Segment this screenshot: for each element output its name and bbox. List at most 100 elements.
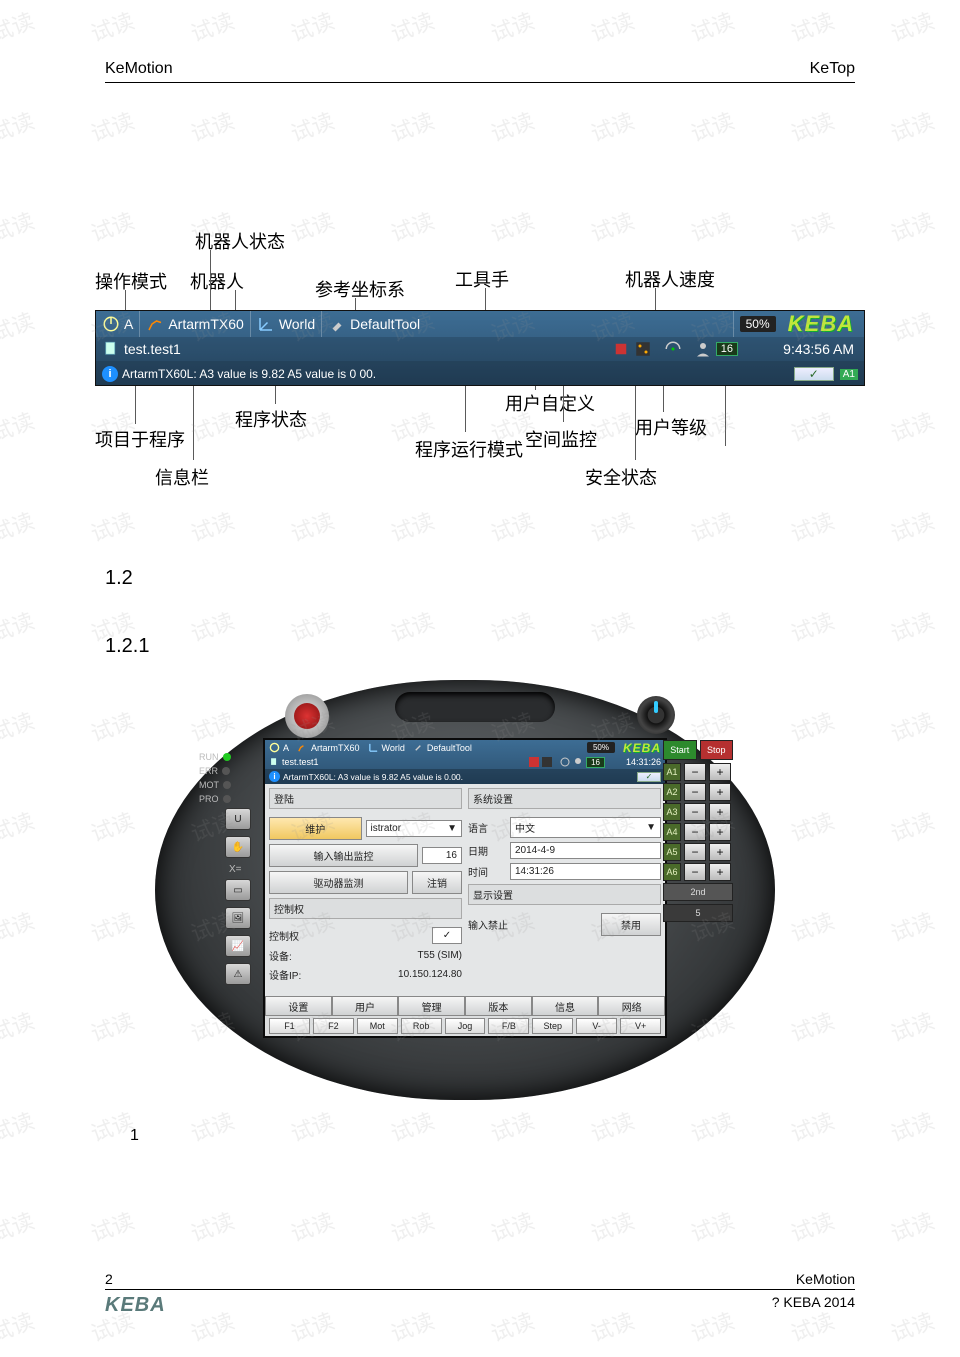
five-button[interactable]: 5 <box>663 904 733 922</box>
user-level-cell[interactable]: 16 <box>688 337 744 361</box>
watermark: 试读 <box>886 1203 938 1248</box>
tab-manage[interactable]: 管理 <box>398 996 465 1016</box>
watermark: 试读 <box>486 503 538 548</box>
watermark: 试读 <box>486 1103 538 1148</box>
robot-name-cell[interactable]: ArtarmTX60 <box>140 311 249 337</box>
inputlock-button[interactable]: 禁用 <box>601 913 661 936</box>
watermark: 试读 <box>786 1103 838 1148</box>
logout-button[interactable]: 注销 <box>412 871 462 894</box>
maint-button[interactable]: 维护 <box>269 817 362 840</box>
watermark: 试读 <box>0 703 38 748</box>
fkey-rob[interactable]: Rob <box>401 1018 442 1034</box>
project-cell[interactable]: test.test1 <box>96 337 187 361</box>
watermark: 试读 <box>586 503 638 548</box>
date-label: 日期 <box>468 843 506 858</box>
axis-a6-plus[interactable]: + <box>709 863 731 881</box>
ctrl-label: 控制权 <box>269 928 428 943</box>
watermark: 试读 <box>286 103 338 148</box>
drive-monitor-button[interactable]: 驱动器监测 <box>269 871 408 894</box>
watermark: 试读 <box>186 3 238 48</box>
axes-icon <box>368 742 379 753</box>
fkey-vminus[interactable]: V- <box>576 1018 617 1034</box>
stop-button[interactable]: Stop <box>700 740 734 760</box>
fkey-fb[interactable]: F/B <box>488 1018 529 1034</box>
axis-a3-minus[interactable]: − <box>684 803 706 821</box>
figure-annotated-header: 操作模式 机器人状态 机器人 参考坐标系 工具手 机器人速度 A ArtarmT… <box>95 220 865 476</box>
fkey-step[interactable]: Step <box>532 1018 573 1034</box>
ctrl-checkbox[interactable]: ✓ <box>432 927 462 944</box>
axis-a1-plus[interactable]: + <box>709 763 731 781</box>
annot-user-def: 用户自定义 <box>505 390 595 416</box>
watermark: 试读 <box>886 103 938 148</box>
hardkey-u[interactable]: U <box>225 808 251 830</box>
axis-a2-minus[interactable]: − <box>684 783 706 801</box>
hardkey-rect[interactable]: ▭ <box>225 879 251 901</box>
s-project: test.test1 <box>282 757 319 767</box>
tab-info[interactable]: 信息 <box>532 996 599 1016</box>
axis-a1-minus[interactable]: − <box>684 763 706 781</box>
fkey-mot[interactable]: Mot <box>357 1018 398 1034</box>
emergency-stop-button[interactable] <box>285 694 329 738</box>
watermark: 试读 <box>0 1203 38 1248</box>
header-right: KeTop <box>810 60 855 78</box>
panel-ctrl-title: 控制权 <box>269 898 462 919</box>
panel-login-title: 登陆 <box>269 788 462 809</box>
user-dropdown[interactable]: istrator▼ <box>366 820 463 837</box>
tab-network[interactable]: 网络 <box>598 996 665 1016</box>
axis-a4-minus[interactable]: − <box>684 823 706 841</box>
start-button[interactable]: Start <box>663 740 697 760</box>
fkey-jog[interactable]: Jog <box>445 1018 486 1034</box>
info-row[interactable]: i ArtarmTX60L: A3 value is 9.82 A5 value… <box>96 361 744 386</box>
led-err-label: ERR <box>199 766 218 776</box>
speed-cell[interactable]: 50% <box>734 311 782 337</box>
fkey-f1[interactable]: F1 <box>269 1018 310 1034</box>
watermark: 试读 <box>886 603 938 648</box>
watermark: 试读 <box>86 3 138 48</box>
annotations-bottom: 项目于程序 程序状态 程序运行模式 用户自定义 空间监控 用户等级 信息栏 安全… <box>95 386 865 476</box>
info-icon: i <box>269 771 280 782</box>
info-icon: i <box>102 366 118 382</box>
watermark: 试读 <box>286 1103 338 1148</box>
axis-a6-minus[interactable]: − <box>684 863 706 881</box>
fkey-f2[interactable]: F2 <box>313 1018 354 1034</box>
mode-selector-dial[interactable] <box>637 696 675 734</box>
safety-cell[interactable]: ✓ A1 <box>744 361 864 386</box>
fkey-vplus[interactable]: V+ <box>620 1018 661 1034</box>
io-monitor-button[interactable]: 输入输出监控 <box>269 844 418 867</box>
frame-cell[interactable]: World <box>251 311 321 337</box>
brand-cell: KEBA <box>782 311 864 337</box>
axis-a4-plus[interactable]: + <box>709 823 731 841</box>
footer-copyright: ? KEBA 2014 <box>772 1294 855 1317</box>
tab-settings[interactable]: 设置 <box>265 996 332 1016</box>
watermark: 试读 <box>786 703 838 748</box>
tab-version[interactable]: 版本 <box>465 996 532 1016</box>
hardkey-img[interactable]: 🖼 <box>225 907 251 929</box>
axis-a3-plus[interactable]: + <box>709 803 731 821</box>
time-field[interactable]: 14:31:26 <box>510 863 661 880</box>
annot-ref-frame: 参考坐标系 <box>315 276 405 302</box>
led-pro <box>223 795 231 803</box>
right-hardware-strip: Start Stop A1−+ A2−+ A3−+ A4−+ A5−+ A6−+… <box>663 740 733 1040</box>
keba-brand-logo: KEBA <box>788 311 854 337</box>
tab-user[interactable]: 用户 <box>332 996 399 1016</box>
axis-a5-plus[interactable]: + <box>709 843 731 861</box>
second-button[interactable]: 2nd <box>663 883 733 901</box>
lang-label: 语言 <box>468 820 506 835</box>
space-monitor-cell[interactable] <box>658 337 688 361</box>
led-mot-label: MOT <box>199 780 219 790</box>
axis-a5-minus[interactable]: − <box>684 843 706 861</box>
lang-value: 中文 <box>515 820 535 835</box>
hardkey-warn[interactable]: ⚠ <box>225 963 251 985</box>
hardkey-hand[interactable]: ✋ <box>225 836 251 858</box>
tool-cell[interactable]: DefaultTool <box>322 311 733 337</box>
watermark: 试读 <box>686 1203 738 1248</box>
watermark: 试读 <box>586 603 638 648</box>
mode-indicator[interactable]: A <box>96 311 139 337</box>
watermark: 试读 <box>0 603 38 648</box>
lang-dropdown[interactable]: 中文▼ <box>510 817 661 838</box>
watermark: 试读 <box>86 103 138 148</box>
date-field[interactable]: 2014-4-9 <box>510 842 661 859</box>
prog-state-icons[interactable] <box>606 337 658 361</box>
axis-a2-plus[interactable]: + <box>709 783 731 801</box>
hardkey-chart[interactable]: 📈 <box>225 935 251 957</box>
